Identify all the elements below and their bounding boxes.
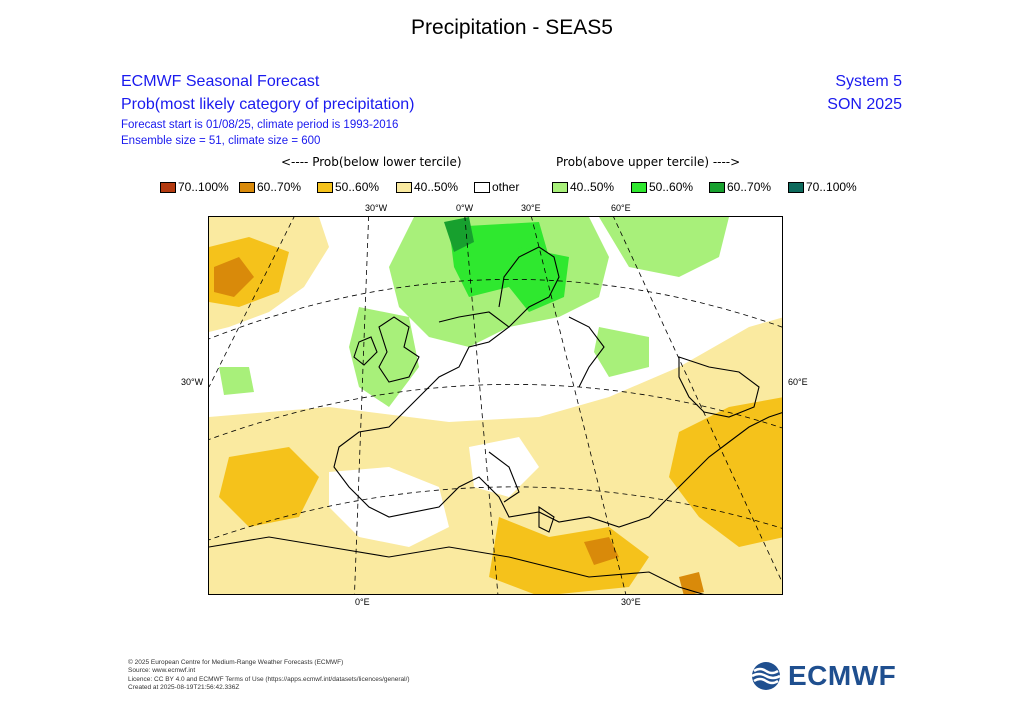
area-above-60-70	[444, 217, 474, 252]
legend-label: 60..70%	[257, 180, 302, 194]
legend-item-above-70-100: 70..100%	[788, 180, 857, 194]
area-above-40-50	[219, 367, 254, 395]
season-label: SON 2025	[827, 96, 902, 113]
legend-item-below-50-60: 50..60%	[317, 180, 379, 194]
top-tick-60e: 60°E	[611, 203, 631, 213]
legend-item-below-60-70: 60..70%	[239, 180, 301, 194]
legend-label: 70..100%	[178, 180, 229, 194]
legend-label: 40..50%	[414, 180, 459, 194]
legend-item-above-60-70: 60..70%	[709, 180, 771, 194]
area-below-60-70	[584, 537, 619, 565]
legend-above-caption: Prob(above upper tercile) ---->	[556, 155, 741, 169]
area-below-60-70	[214, 257, 254, 297]
system-label: System 5	[835, 73, 902, 90]
above-tercile-areas	[219, 217, 729, 407]
legend-label: 60..70%	[727, 180, 772, 194]
credits-block: © 2025 European Centre for Medium-Range …	[128, 659, 410, 692]
source-line: Source: www.ecmwf.int	[128, 667, 196, 675]
forecast-variable-title: Prob(most likely category of precipitati…	[121, 96, 415, 113]
ecmwf-logo: ECMWF	[748, 660, 896, 692]
legend-label: 50..60%	[649, 180, 694, 194]
legend-swatch	[160, 181, 176, 193]
legend-swatch	[239, 181, 255, 193]
area-above-50-60	[509, 247, 569, 312]
legend-item-above-40-50: 40..50%	[552, 180, 614, 194]
ecmwf-logo-icon	[751, 662, 781, 690]
legend-swatch	[474, 181, 490, 193]
area-below-50-60	[219, 447, 319, 527]
page-title: Precipitation - SEAS5	[411, 16, 613, 39]
legend-label: 70..100%	[806, 180, 857, 194]
area-above-40-50	[594, 327, 649, 377]
area-other	[469, 437, 539, 497]
left-tick-30w: 30°W	[181, 377, 204, 387]
area-other	[329, 467, 449, 547]
area-above-40-50	[599, 217, 729, 277]
created-line: Created at 2025-08-19T21:56:42.336Z	[128, 683, 240, 691]
copyright-line: © 2025 European Centre for Medium-Range …	[128, 659, 344, 666]
legend-item-above-50-60: 50..60%	[631, 180, 693, 194]
map-canvas	[209, 217, 782, 594]
legend-swatch	[631, 181, 647, 193]
ecmwf-logo-text: ECMWF	[788, 660, 897, 691]
top-tick-30e: 30°E	[521, 203, 541, 213]
bottom-tick-0e: 0°E	[355, 597, 370, 607]
legend-label: other	[492, 180, 520, 194]
legend-swatch	[788, 181, 804, 193]
licence-line: Licence: CC BY 4.0 and ECMWF Terms of Us…	[128, 675, 410, 683]
area-below-50-60	[489, 517, 649, 594]
area-above-50-60	[449, 222, 549, 297]
top-tick-30w: 30°W	[365, 203, 388, 213]
legend-swatch	[396, 181, 412, 193]
legend-swatch	[709, 181, 725, 193]
legend-swatch	[552, 181, 568, 193]
legend-item-other: other	[474, 180, 519, 194]
legend-swatch	[317, 181, 333, 193]
area-below-50-60	[669, 397, 782, 547]
legend-item-below-70-100: 70..100%	[160, 180, 229, 194]
color-legend: 70..100% 60..70% 50..60% 40..50% other 4…	[0, 180, 1024, 196]
below-tercile-areas	[209, 217, 782, 594]
ensemble-size-info: Ensemble size = 51, climate size = 600	[121, 135, 321, 147]
right-tick-60e: 60°E	[788, 377, 808, 387]
legend-below-caption: <---- Prob(below lower tercile)	[281, 155, 462, 169]
coastlines	[209, 246, 782, 594]
legend-label: 40..50%	[570, 180, 615, 194]
top-tick-0w: 0°W	[456, 203, 474, 213]
bottom-tick-30e: 30°E	[621, 597, 641, 607]
forecast-start-info: Forecast start is 01/08/25, climate peri…	[121, 119, 399, 131]
legend-label: 50..60%	[335, 180, 380, 194]
legend-item-below-40-50: 40..50%	[396, 180, 458, 194]
forecast-product-title: ECMWF Seasonal Forecast	[121, 73, 320, 90]
probability-map	[208, 216, 783, 595]
graticule	[209, 217, 782, 594]
